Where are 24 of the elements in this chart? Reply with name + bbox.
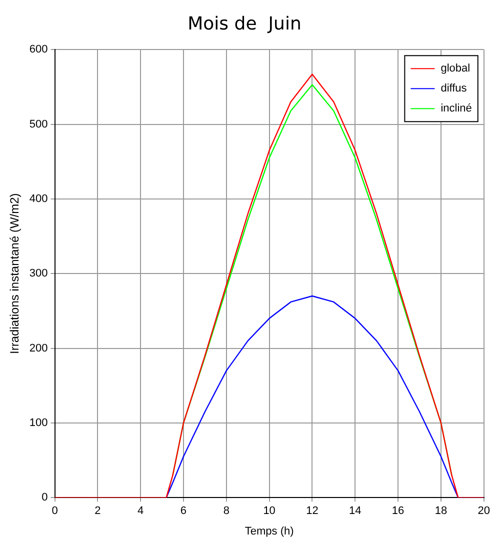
x-tick-label: 16 <box>392 505 404 518</box>
x-tick-label: 4 <box>138 505 144 518</box>
legend-label: global <box>440 62 470 75</box>
y-tick-label: 600 <box>29 44 48 56</box>
x-tick-label: 2 <box>94 505 101 518</box>
x-axis-title: Temps (h) <box>244 525 294 538</box>
y-tick-label: 500 <box>29 118 48 130</box>
x-tick-label: 12 <box>306 505 318 518</box>
x-tick-label: 10 <box>263 505 276 518</box>
y-tick-label: 0 <box>42 492 48 504</box>
y-tick-label: 400 <box>29 192 48 205</box>
chart-title: Mois de Juin <box>188 13 302 34</box>
y-tick-label: 300 <box>29 268 48 280</box>
x-tick-label: 8 <box>223 505 230 518</box>
legend-label: diffus <box>440 82 468 95</box>
x-tick-label: 14 <box>349 505 362 518</box>
x-tick-label: 20 <box>478 505 490 518</box>
x-tick-label: 18 <box>434 505 448 518</box>
x-tick-label: 0 <box>52 505 58 518</box>
legend-label: incliné <box>440 102 472 115</box>
x-tick-label: 6 <box>180 505 187 518</box>
y-axis-title: Irradiations instantané (W/m2) <box>8 193 22 354</box>
y-tick-label: 200 <box>29 342 48 354</box>
y-tick-label: 100 <box>29 416 48 429</box>
